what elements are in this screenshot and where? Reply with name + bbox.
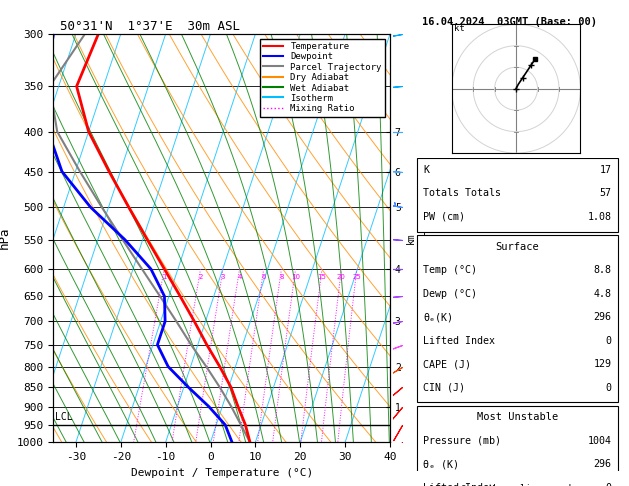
Text: CIN (J): CIN (J): [423, 382, 465, 393]
Bar: [417, 158, 618, 232]
Text: 6: 6: [262, 274, 266, 280]
Text: 3: 3: [221, 274, 225, 280]
Text: 296: 296: [593, 312, 611, 322]
Text: θₑ (K): θₑ (K): [423, 459, 459, 469]
Text: 1.08: 1.08: [587, 212, 611, 222]
Y-axis label: hPa: hPa: [0, 227, 11, 249]
Text: Pressure (mb): Pressure (mb): [423, 436, 501, 446]
Text: 296: 296: [593, 459, 611, 469]
Text: 17: 17: [599, 165, 611, 174]
Text: 8.8: 8.8: [593, 265, 611, 275]
Y-axis label: km
ASL: km ASL: [406, 229, 428, 247]
Text: Dewp (°C): Dewp (°C): [423, 289, 477, 298]
Bar: [417, 406, 618, 486]
Text: © weatheronline.co.uk: © weatheronline.co.uk: [461, 484, 574, 486]
Text: 1004: 1004: [587, 436, 611, 446]
Text: Lifted Index: Lifted Index: [423, 483, 495, 486]
Text: 2: 2: [198, 274, 203, 280]
Text: 1: 1: [162, 274, 167, 280]
Text: LCL: LCL: [55, 412, 72, 421]
Text: 25: 25: [352, 274, 361, 280]
Text: PW (cm): PW (cm): [423, 212, 465, 222]
Text: 8: 8: [279, 274, 284, 280]
Text: Lifted Index: Lifted Index: [423, 335, 495, 346]
Text: 0: 0: [605, 382, 611, 393]
Text: 4: 4: [237, 274, 242, 280]
Text: θₑ(K): θₑ(K): [423, 312, 454, 322]
Text: Totals Totals: Totals Totals: [423, 188, 501, 198]
Text: 4.8: 4.8: [593, 289, 611, 298]
Text: Temp (°C): Temp (°C): [423, 265, 477, 275]
Text: kt: kt: [454, 24, 465, 33]
Bar: [417, 235, 618, 402]
Text: 129: 129: [593, 359, 611, 369]
Text: Surface: Surface: [496, 242, 539, 252]
Text: CAPE (J): CAPE (J): [423, 359, 471, 369]
Text: 16.04.2024  03GMT (Base: 00): 16.04.2024 03GMT (Base: 00): [422, 17, 597, 27]
Text: 10: 10: [291, 274, 300, 280]
Text: 0: 0: [605, 483, 611, 486]
Text: 15: 15: [318, 274, 326, 280]
Legend: Temperature, Dewpoint, Parcel Trajectory, Dry Adiabat, Wet Adiabat, Isotherm, Mi: Temperature, Dewpoint, Parcel Trajectory…: [260, 38, 386, 117]
Text: 50°31'N  1°37'E  30m ASL: 50°31'N 1°37'E 30m ASL: [60, 20, 240, 33]
X-axis label: Dewpoint / Temperature (°C): Dewpoint / Temperature (°C): [131, 468, 313, 478]
Text: K: K: [423, 165, 430, 174]
Text: 57: 57: [599, 188, 611, 198]
Text: Most Unstable: Most Unstable: [477, 412, 558, 422]
Text: 20: 20: [337, 274, 346, 280]
Text: 0: 0: [605, 335, 611, 346]
